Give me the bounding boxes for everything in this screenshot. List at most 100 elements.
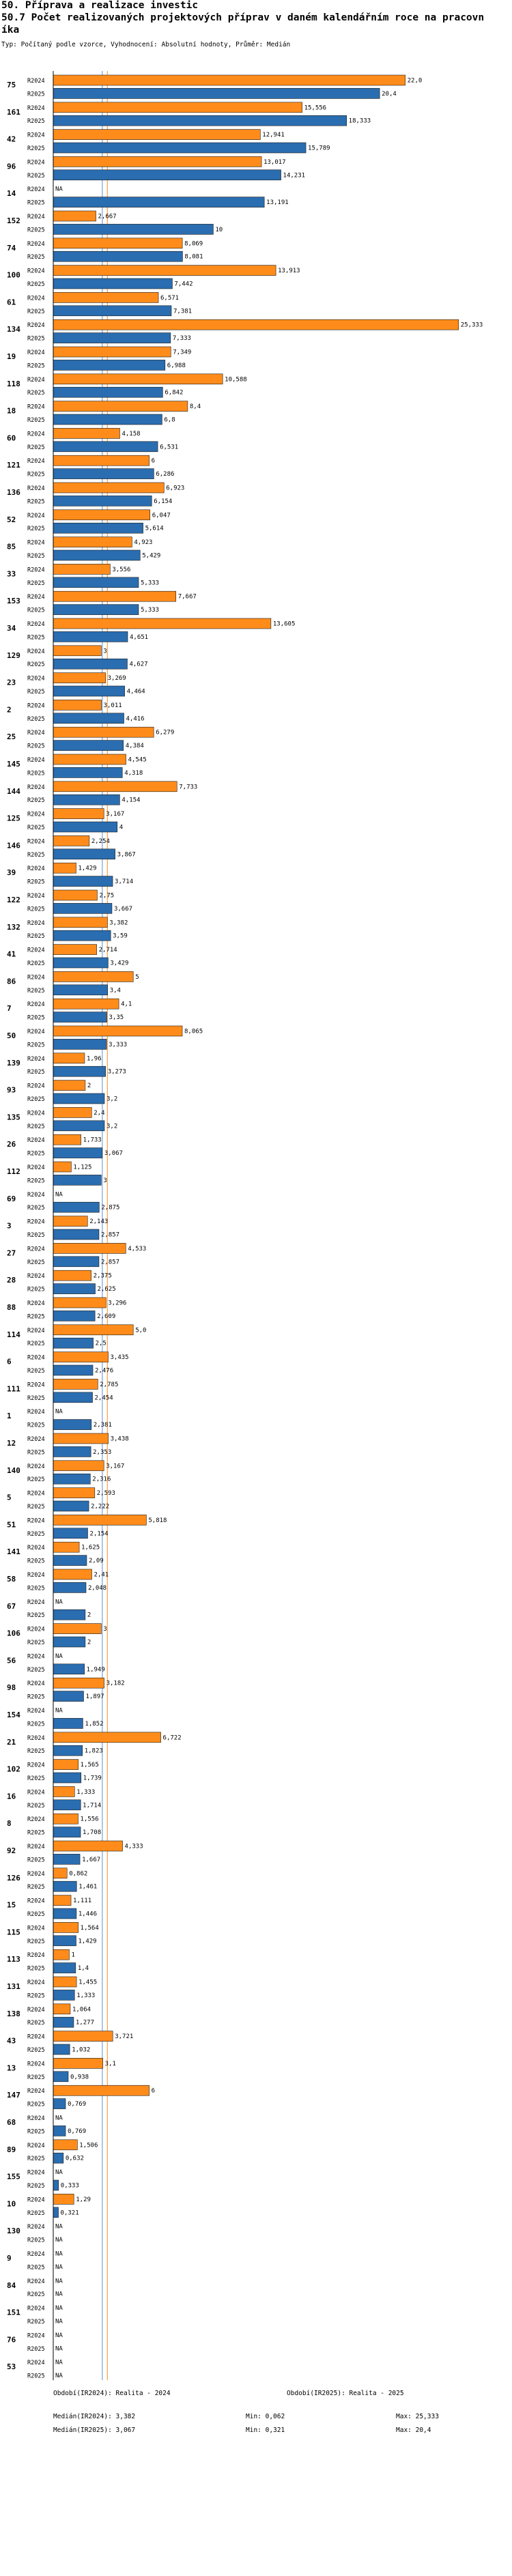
- series-label-r2025: R2025: [27, 2210, 45, 2217]
- value-label-r2025: 3,2: [106, 1096, 117, 1103]
- bar-r2025: [53, 115, 347, 126]
- bar-r2024: [53, 1759, 79, 1770]
- value-label-r2024: 4,333: [125, 1844, 143, 1850]
- value-label-r2024: 1,733: [83, 1137, 102, 1144]
- value-label-r2025: 5,429: [142, 553, 160, 560]
- series-label-r2025: R2025: [27, 2183, 45, 2190]
- bar-r2025: [53, 1745, 83, 1756]
- bar-r2024: [53, 265, 276, 276]
- value-label-r2025: 5,333: [141, 607, 159, 614]
- value-label-r2025: NA: [55, 2291, 63, 2298]
- bar-r2025: [53, 1039, 107, 1050]
- group-label: 21: [7, 1738, 16, 1747]
- value-label-r2025: 1,708: [83, 1829, 101, 1836]
- bar-r2024: [53, 1840, 123, 1852]
- value-label-r2024: 3,556: [112, 567, 130, 573]
- group-label: 139: [7, 1059, 20, 1068]
- series-label-r2024: R2024: [27, 893, 45, 900]
- group-label: 145: [7, 760, 20, 769]
- bar-r2025: [53, 88, 380, 99]
- value-label-r2024: 4,533: [128, 1246, 146, 1253]
- value-label-r2025: 2: [87, 1640, 91, 1646]
- series-label-r2025: R2025: [27, 526, 45, 532]
- value-label-r2024: 12,941: [262, 132, 285, 139]
- bar-r2025: [53, 930, 111, 941]
- group-label: 146: [7, 841, 20, 850]
- series-label-r2025: R2025: [27, 580, 45, 587]
- value-label-r2024: 2,593: [97, 1490, 115, 1497]
- series-label-r2024: R2024: [27, 1789, 45, 1796]
- value-label-r2025: 4,318: [124, 770, 143, 777]
- value-label-r2024: 2: [87, 1083, 91, 1089]
- series-label-r2025: R2025: [27, 1069, 45, 1076]
- series-label-r2025: R2025: [27, 472, 45, 478]
- value-label-r2024: 6,047: [152, 512, 171, 519]
- value-label-r2024: 1,506: [79, 2142, 98, 2149]
- group-label: 154: [7, 1711, 20, 1719]
- value-label-r2024: 1,064: [72, 2006, 91, 2013]
- bar-r2025: [53, 631, 128, 642]
- bar-r2024: [53, 102, 302, 113]
- value-label-r2024: 2,41: [94, 1572, 109, 1579]
- chart-title-continuation: íka: [1, 25, 20, 35]
- bar-r2024: [53, 2003, 71, 2015]
- group-label: 14: [7, 189, 16, 198]
- series-label-r2025: R2025: [27, 2264, 45, 2271]
- value-label-r2024: 2,785: [100, 1382, 118, 1388]
- bar-r2025: [53, 713, 124, 724]
- value-label-r2025: 1,333: [76, 1992, 95, 1999]
- value-label-r2024: NA: [55, 1708, 63, 1715]
- group-label: 151: [7, 2308, 20, 2317]
- series-label-r2024: R2024: [27, 812, 45, 818]
- value-label-r2025: NA: [55, 2345, 63, 2352]
- value-label-r2025: 0,321: [61, 2209, 79, 2216]
- series-label-r2025: R2025: [27, 879, 45, 886]
- group-label: 76: [7, 2335, 16, 2344]
- group-label: 113: [7, 1955, 20, 1964]
- bar-r2024: [53, 1786, 75, 1797]
- bar-r2025: [53, 1201, 100, 1213]
- value-label-r2024: 2,75: [99, 893, 114, 900]
- group-label: 7: [7, 1004, 12, 1013]
- series-label-r2024: R2024: [27, 322, 45, 329]
- bar-r2025: [53, 1120, 105, 1132]
- value-label-r2025: 0,632: [66, 2156, 84, 2162]
- bar-r2024: [53, 401, 188, 412]
- value-label-r2024: 13,017: [264, 159, 286, 166]
- value-label-r2024: 7,733: [179, 784, 197, 790]
- bar-r2025: [53, 441, 158, 453]
- series-label-r2025: R2025: [27, 852, 45, 859]
- series-label-r2024: R2024: [27, 1599, 45, 1606]
- value-label-r2024: 2,667: [98, 214, 117, 220]
- series-label-r2025: R2025: [27, 1449, 45, 1456]
- bar-r2024: [53, 482, 165, 493]
- bar-r2025: [53, 251, 183, 262]
- series-label-r2024: R2024: [27, 186, 45, 193]
- series-label-r2025: R2025: [27, 1287, 45, 1293]
- group-label: 67: [7, 1602, 16, 1611]
- value-label-r2024: 2,4: [94, 1110, 104, 1117]
- group-label: 88: [7, 1303, 16, 1312]
- group-label: 85: [7, 543, 16, 552]
- bar-r2025: [53, 1528, 88, 1539]
- group-label: 16: [7, 1792, 16, 1801]
- value-label-r2024: 3,382: [109, 919, 128, 926]
- bar-r2025: [53, 468, 154, 479]
- value-label-r2025: 4,464: [127, 689, 145, 696]
- value-label-r2024: 5,0: [135, 1327, 146, 1334]
- series-label-r2025: R2025: [27, 2237, 45, 2244]
- value-label-r2024: 3: [103, 1626, 106, 1633]
- group-label: 111: [7, 1384, 20, 1393]
- bar-r2024: [53, 808, 104, 819]
- value-label-r2025: 1,032: [72, 2047, 90, 2054]
- series-label-r2025: R2025: [27, 281, 45, 288]
- bar-r2024: [53, 917, 108, 928]
- series-label-r2024: R2024: [27, 676, 45, 683]
- bar-r2025: [53, 1175, 102, 1186]
- value-label-r2024: 6: [152, 458, 155, 465]
- value-label-r2024: NA: [55, 2278, 63, 2285]
- bar-r2024: [53, 1134, 81, 1145]
- series-label-r2025: R2025: [27, 797, 45, 804]
- series-label-r2025: R2025: [27, 498, 45, 505]
- value-label-r2024: 3,721: [115, 2033, 133, 2040]
